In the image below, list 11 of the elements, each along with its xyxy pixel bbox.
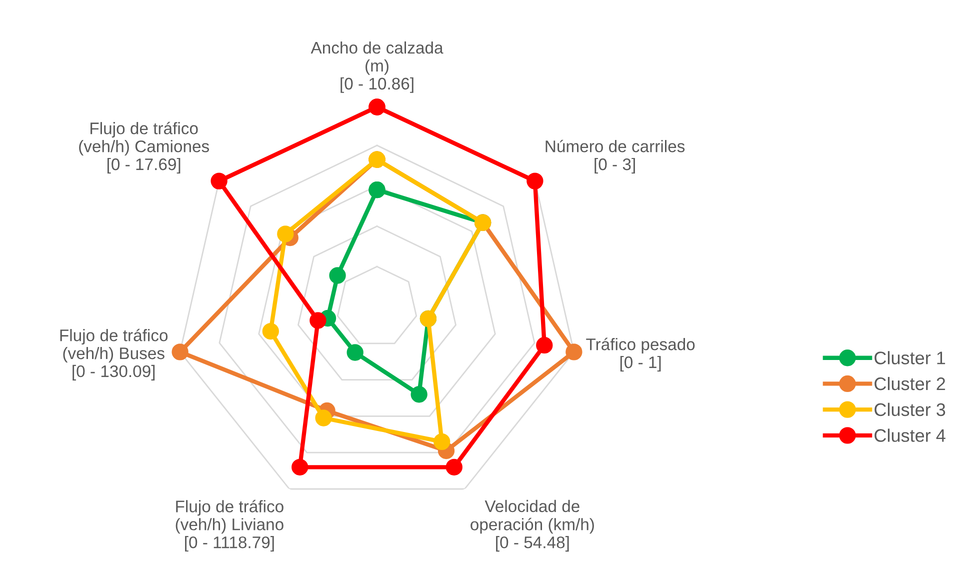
spoke-label: Flujo de tráfico (veh/h) Liviano [0 - 1118.79] bbox=[176, 500, 284, 552]
spoke-label: Flujo de tráfico (veh/h) Buses [0 - 130.09] bbox=[60, 328, 168, 380]
legend-label: Cluster 3 bbox=[874, 402, 946, 416]
legend-label: Cluster 4 bbox=[874, 428, 946, 442]
spoke-label: Tráfico pesado [0 - 1] bbox=[586, 338, 695, 372]
spoke-label: Velocidad de operación (km/h) [0 - 54.48] bbox=[470, 500, 594, 552]
legend-label: Cluster 2 bbox=[874, 376, 946, 390]
spoke-label: Ancho de calzada (m) [0 - 10.86] bbox=[310, 41, 444, 93]
spoke-label: Flujo de tráfico (veh/h) Camiones [0 - 17.69] bbox=[79, 122, 209, 174]
legend-label: Cluster 1 bbox=[874, 351, 946, 364]
spoke-label: Número de carriles [0 - 3] bbox=[546, 140, 685, 174]
